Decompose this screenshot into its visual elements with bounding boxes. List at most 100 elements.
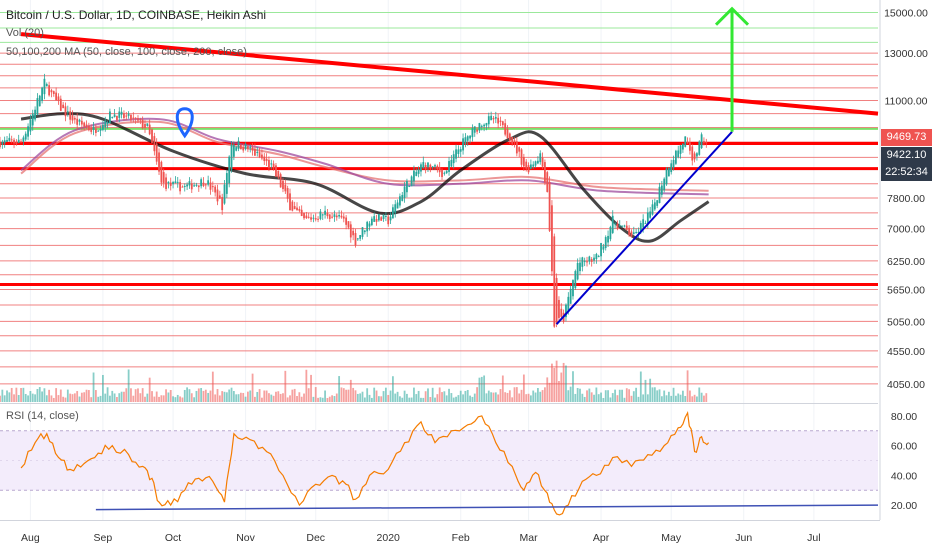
candle-body: [513, 140, 516, 143]
time-tick-label: May: [661, 532, 682, 544]
candle-body: [202, 182, 205, 187]
candle-body: [73, 117, 76, 120]
candle-body: [305, 215, 308, 219]
time-tick-label: Apr: [593, 532, 610, 544]
volume-bar: [529, 395, 532, 402]
volume-bar: [359, 393, 362, 402]
volume-legend[interactable]: Vol (20): [6, 27, 44, 39]
candle-body: [244, 143, 247, 149]
volume-bar: [209, 390, 212, 402]
volume-bar: [55, 388, 58, 402]
volume-bar: [268, 393, 270, 402]
candle-body: [123, 113, 125, 118]
candle-body: [27, 126, 29, 137]
candle-body: [541, 157, 544, 167]
volume-bar: [403, 390, 406, 402]
volume-bar: [321, 397, 324, 402]
candle-body: [130, 114, 132, 121]
rsi-legend[interactable]: RSI (14, close): [6, 410, 79, 422]
volume-bar: [52, 397, 55, 402]
volume-bar: [307, 388, 310, 402]
candle-body: [653, 202, 656, 210]
candle-body: [296, 207, 298, 211]
volume-bar: [513, 387, 516, 402]
volume-bar: [193, 397, 196, 402]
candle-body: [389, 216, 392, 221]
candle-body: [169, 182, 172, 186]
candle-body: [34, 109, 36, 120]
candle-body: [78, 119, 81, 122]
candle-body: [462, 138, 464, 151]
ma-legend[interactable]: 50,100,200 MA (50, close, 100, close, 20…: [6, 46, 247, 58]
candle-body: [148, 124, 151, 135]
candle-body: [29, 119, 32, 132]
volume-bar: [251, 373, 254, 402]
volume-bar: [492, 392, 495, 402]
volume-bar: [667, 391, 670, 402]
volume-bar: [471, 396, 474, 402]
candle-body: [689, 142, 691, 151]
volume-bar: [534, 392, 537, 402]
volume-bar: [197, 388, 200, 402]
candle-body: [478, 123, 481, 131]
volume-bar: [518, 393, 521, 402]
chart-title[interactable]: Bitcoin / U.S. Dollar, 1D, COINBASE, Hei…: [6, 8, 267, 22]
candle-body: [476, 129, 478, 132]
candle-body: [422, 162, 425, 168]
volume-bar: [256, 391, 259, 402]
volume-bar: [621, 389, 623, 402]
candle-body: [401, 194, 404, 201]
candle-body: [597, 256, 600, 258]
candle-body: [551, 205, 553, 272]
volume-bar: [485, 393, 488, 402]
volume-bar: [548, 382, 551, 402]
candle-body: [441, 169, 443, 177]
candle-body: [141, 119, 144, 129]
volume-bar: [689, 390, 691, 402]
time-tick-label: Mar: [520, 532, 539, 544]
candle-body: [392, 207, 394, 219]
volume-bar: [700, 392, 703, 402]
volume-bar: [436, 394, 439, 402]
volume-bar: [36, 388, 39, 402]
volume-bar: [113, 393, 116, 402]
candle-body: [443, 172, 446, 174]
volume-bar: [637, 396, 640, 402]
volume-bar: [459, 390, 462, 402]
candle-body: [546, 172, 549, 192]
candle-body: [116, 115, 118, 120]
candle-body: [3, 140, 6, 144]
volume-bar: [340, 387, 343, 402]
volume-bar: [494, 392, 497, 402]
candle-body: [92, 127, 95, 130]
candle-body: [24, 133, 27, 140]
candle-body: [179, 182, 181, 192]
volume-bar: [501, 375, 504, 402]
candle-body: [342, 216, 345, 219]
volume-bar: [123, 391, 125, 402]
candle-body: [289, 193, 291, 211]
volume-bar: [139, 393, 142, 402]
candle-body: [331, 216, 333, 218]
current-price-label: 9469.73: [881, 129, 932, 146]
candle-body: [324, 210, 326, 215]
candle-body: [501, 121, 504, 126]
candle-body: [239, 144, 242, 150]
price-tick-label: 7000.00: [887, 224, 925, 236]
volume-bar: [644, 379, 647, 402]
volume-bar: [10, 387, 13, 402]
time-tick-label: Feb: [452, 532, 470, 544]
candle-body: [94, 128, 97, 133]
candle-body: [314, 218, 317, 220]
volume-bar: [275, 391, 277, 402]
volume-bar: [29, 391, 32, 402]
candle-body: [228, 156, 231, 184]
candle-body: [71, 115, 74, 121]
volume-bar: [618, 389, 621, 402]
volume-bar: [216, 389, 219, 402]
volume-bar: [183, 389, 186, 402]
volume-bar: [151, 391, 153, 402]
volume-bar: [57, 395, 60, 402]
candle-body: [64, 106, 67, 117]
